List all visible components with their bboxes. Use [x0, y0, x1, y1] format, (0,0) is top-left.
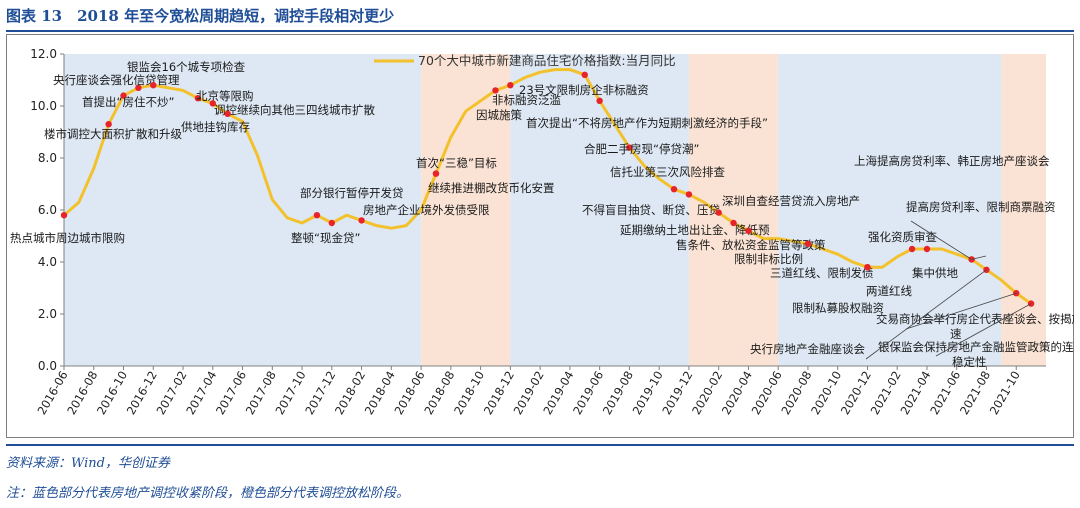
event-annotation: 非标融资泛滥: [492, 93, 561, 107]
event-annotation: 楼市调控大面积扩散和升级: [44, 127, 182, 141]
event-marker: [209, 100, 216, 107]
y-tick-label: 12.0: [30, 47, 57, 61]
event-annotation: 房地产企业境外发债受限: [363, 203, 490, 217]
annotation-leader: [910, 220, 972, 260]
tightening-band: [510, 54, 689, 366]
annotation-line-1: 延期缴纳土地出让金、降低预: [620, 223, 770, 237]
event-annotation: 首次“三稳”目标: [416, 156, 497, 170]
event-annotation: 深圳自查经营贷流入房地产: [722, 194, 860, 208]
event-annotation: 央行房地产金融座谈会: [750, 342, 865, 356]
event-marker: [730, 219, 737, 227]
tightening-band: [64, 54, 422, 366]
easing-band: [421, 54, 511, 366]
event-annotation: 提高房贷利率、限制商票融资: [906, 200, 1056, 214]
event-marker: [135, 84, 142, 91]
event-marker: [492, 87, 499, 94]
event-annotation: 三道红线、限制发债: [770, 266, 874, 280]
event-annotation: 供地挂钩库存: [181, 120, 250, 134]
event-marker: [328, 219, 336, 227]
event-annotation: 首提出“房住不炒”: [82, 95, 174, 109]
band-note: 注：蓝色部分代表房地产调控收紧阶段，橙色部分代表调控放松阶段。: [6, 486, 410, 501]
y-tick-label: 4.0: [38, 255, 57, 269]
event-annotation: 继续推进棚改货币化安置: [428, 181, 555, 195]
y-tick-label: 6.0: [38, 203, 57, 217]
event-marker: [105, 121, 112, 128]
easing-band: [688, 54, 779, 366]
y-tick-label: 2.0: [38, 307, 57, 321]
event-annotation: 信托业第三次风险排查: [610, 165, 725, 179]
event-annotation: 上海提高房贷利率、韩正房地产座谈会: [854, 154, 1050, 168]
event-marker: [670, 186, 678, 193]
event-annotation: 不得盲目抽贷、断贷、压贷: [582, 203, 720, 217]
event-marker: [908, 245, 916, 253]
house-price-chart: 0.02.04.06.08.010.012.02016-062016-08201…: [6, 34, 1074, 438]
event-marker: [864, 264, 871, 271]
event-marker: [804, 240, 812, 247]
event-annotation: 延期缴纳土地出让金、降低预售条件、放松资金监管等政策: [620, 223, 826, 252]
event-marker: [150, 82, 157, 89]
easing-band: [1001, 54, 1046, 366]
event-annotation: 央行座谈会强化信贷管理: [53, 73, 180, 87]
event-annotation: 集中供地: [912, 266, 958, 280]
event-annotation: 限制私募股权融资: [792, 301, 884, 315]
annotation-leader: [905, 292, 1017, 330]
annotation-line-2: 售条件、放松资金监管等政策: [676, 238, 826, 252]
event-marker: [983, 266, 990, 273]
legend-label: 70个大中城市新建商品住宅价格指数:当月同比: [418, 53, 676, 68]
event-annotation: 强化资质审查: [868, 230, 937, 244]
annotation-line-1: 银保监会保持房地产金融监管政策的连续性、: [878, 340, 1074, 354]
y-tick-label: 8.0: [38, 151, 57, 165]
event-annotation: 北京等限购: [196, 89, 254, 103]
annotation-leader: [935, 303, 1032, 357]
event-marker: [194, 95, 202, 102]
event-annotation: 因城施策: [476, 108, 522, 122]
event-marker: [224, 110, 231, 118]
event-marker: [596, 97, 603, 104]
annotation-leader: [971, 255, 987, 260]
y-tick-label: 0.0: [38, 359, 57, 373]
event-marker: [60, 212, 68, 219]
event-annotation: 23号文限制房企非标融资: [519, 83, 649, 97]
event-annotation: 部分银行暂停开发贷: [300, 186, 404, 200]
event-annotation: 银保监会保持房地产金融监管政策的连续性、稳定性: [878, 340, 1074, 369]
event-marker: [685, 191, 693, 198]
annotation-leader: [865, 269, 987, 360]
event-marker: [120, 92, 127, 99]
event-annotation: 热点城市周边城市限购: [10, 231, 125, 245]
tightening-band: [778, 54, 1002, 366]
y-tick-label: 10.0: [30, 99, 57, 113]
figure-header: 图表 13 2018 年至今宽松周期趋短，调控手段相对更少: [6, 4, 1074, 32]
event-annotation: 限制非标比例: [734, 252, 803, 266]
event-marker: [432, 170, 440, 177]
event-marker: [626, 144, 633, 151]
event-marker: [313, 212, 321, 219]
data-source: 资料来源：Wind，华创证券: [6, 456, 170, 471]
event-marker: [715, 209, 722, 216]
event-annotation: 首次提出“不将房地产作为短期刺激经济的手段”: [526, 116, 768, 130]
event-annotation: 调控继续向其他三四线城市扩散: [214, 103, 375, 117]
event-marker: [581, 71, 588, 78]
event-marker: [358, 217, 365, 224]
event-marker: [745, 227, 752, 234]
event-marker: [507, 82, 514, 89]
figure-title: 图表 13 2018 年至今宽松周期趋短，调控手段相对更少: [6, 7, 395, 25]
event-marker: [923, 245, 931, 253]
event-annotation: 银监会16个城专项检查: [127, 60, 246, 74]
event-annotation: 合肥二手房现“停贷潮”: [584, 142, 699, 156]
annotation-line-1: 首次提出“不将房地产作为短期刺激经济的手段”: [526, 116, 768, 130]
event-annotation: 两道红线: [866, 284, 912, 298]
annotation-line-1: 交易商协会举行房企代表座谈会、按揭放款提: [876, 312, 1074, 326]
event-annotation: 整顿“现金贷”: [291, 231, 360, 245]
annotation-line-2: 速: [950, 327, 962, 341]
annotation-line-2: 稳定性: [952, 355, 987, 369]
footer-divider: [6, 444, 1074, 446]
